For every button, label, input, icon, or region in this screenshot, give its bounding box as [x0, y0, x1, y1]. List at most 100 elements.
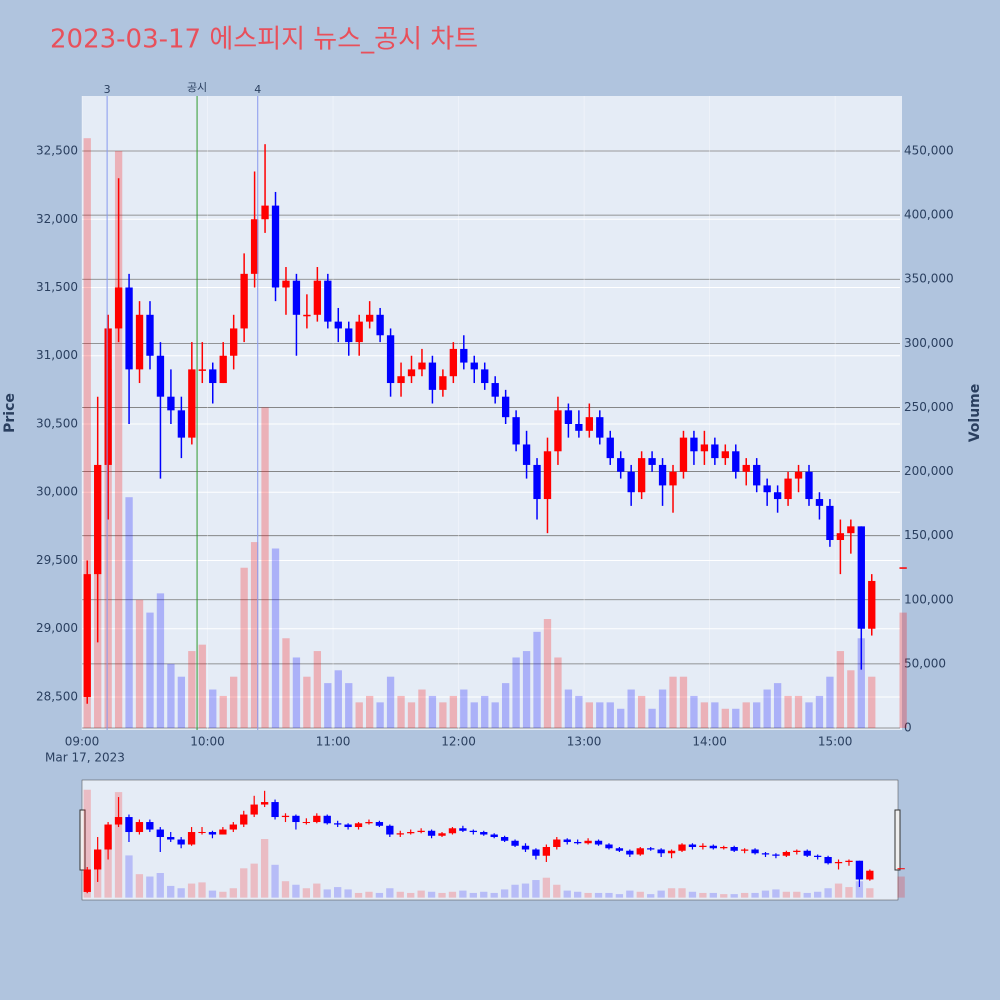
slider-volume-bar	[375, 892, 384, 898]
candle-body	[648, 458, 656, 465]
volume-bar	[230, 676, 238, 728]
slider-volume-bar	[427, 891, 436, 898]
slider-volume-bar	[657, 890, 665, 898]
slider-body	[594, 840, 603, 845]
slider-body	[396, 833, 404, 835]
slider-volume-bar	[219, 891, 227, 898]
candle-body	[324, 280, 332, 322]
volume-bar	[690, 695, 698, 728]
candle-body	[397, 376, 405, 384]
slider-body	[344, 824, 352, 828]
slider-volume-bar	[855, 881, 864, 898]
slider-volume-bar	[302, 888, 311, 898]
volume-bar	[240, 567, 248, 728]
slider-volume-bar	[720, 894, 728, 898]
y-tick-label: 29,500	[36, 553, 78, 567]
slider-volume-bar	[542, 877, 551, 898]
x-tick-label: 11:00	[316, 735, 351, 749]
x-tick-label: 15:00	[818, 735, 853, 749]
slider-body	[824, 856, 832, 864]
volume-bar	[522, 651, 531, 728]
y2-tick-label: 350,000	[904, 272, 954, 286]
candle-body	[522, 444, 531, 465]
volume-bar	[135, 599, 144, 728]
slider-body	[814, 855, 822, 857]
volume-bar	[282, 638, 290, 728]
candle-body	[481, 369, 489, 384]
slider-body	[574, 842, 582, 844]
annotation-label: 공시	[187, 81, 207, 94]
slider-body	[229, 824, 237, 830]
slider-volume-bar	[709, 892, 717, 898]
volume-bar	[585, 702, 593, 728]
volume-bar	[355, 702, 363, 728]
slider-body	[563, 839, 571, 843]
slider-body	[845, 860, 853, 862]
slider-body	[459, 828, 467, 831]
slider-volume-bar	[83, 789, 91, 898]
slider-body	[542, 847, 551, 856]
slider-volume-bar	[323, 889, 331, 898]
x-tick-label: 12:00	[441, 735, 476, 749]
candle-body	[125, 287, 133, 370]
volume-bar	[324, 683, 332, 728]
volume-bar	[826, 676, 834, 728]
candle-body	[679, 437, 688, 472]
slider-body	[897, 868, 905, 870]
volume-bar	[428, 695, 437, 728]
slider-body	[240, 814, 248, 825]
slider-volume-bar	[229, 888, 237, 898]
slider-volume-bar	[417, 890, 425, 898]
volume-bar	[805, 702, 813, 728]
slider-volume-bar	[281, 881, 290, 898]
volume-bar	[125, 497, 133, 728]
slider-volume-bar	[834, 883, 843, 898]
range-handle[interactable]	[79, 809, 86, 871]
slider-body	[740, 849, 749, 851]
candle-body	[857, 526, 865, 629]
slider-volume-bar	[313, 883, 321, 898]
candle-body	[449, 348, 458, 377]
candle-body	[418, 362, 426, 370]
volume-bar	[167, 663, 175, 728]
annotation-label: 3	[104, 83, 111, 96]
slider-body	[187, 832, 196, 845]
candle-body	[439, 376, 447, 390]
volume-bar	[669, 676, 677, 728]
slider-body	[417, 830, 425, 833]
slider-body	[281, 815, 290, 818]
slider-body	[855, 860, 864, 880]
candle-body	[355, 321, 363, 343]
range-slider[interactable]	[81, 779, 899, 901]
volume-bar	[648, 708, 656, 728]
x-tick-label: 14:00	[692, 735, 727, 749]
y-tick-label: 31,000	[36, 348, 78, 362]
slider-volume-bar	[761, 890, 770, 898]
volume-bar	[334, 670, 342, 728]
volume-bar	[543, 619, 552, 728]
slider-body	[448, 828, 457, 834]
candle-body	[826, 505, 834, 541]
slider-body	[177, 839, 185, 845]
candle-body	[784, 478, 792, 500]
volume-bar	[303, 676, 311, 728]
candle-body	[836, 533, 845, 541]
slider-body	[386, 825, 394, 835]
slider-body	[334, 823, 342, 825]
annotation-label: 4	[254, 83, 261, 96]
slider-volume-bar	[500, 889, 509, 898]
slider-body	[438, 833, 446, 836]
slider-body	[469, 830, 477, 833]
candle-body	[104, 328, 112, 465]
y-tick-label: 28,500	[36, 689, 78, 703]
candle-body	[700, 444, 709, 452]
slider-body	[260, 802, 269, 805]
candle-body	[230, 328, 238, 356]
slider-volume-bar	[260, 838, 269, 898]
volume-bar	[596, 702, 604, 728]
volume-bar	[606, 702, 614, 728]
slider-body	[636, 848, 644, 855]
volume-bar	[512, 657, 520, 728]
range-handle[interactable]	[894, 809, 901, 871]
slider-body	[511, 840, 519, 846]
